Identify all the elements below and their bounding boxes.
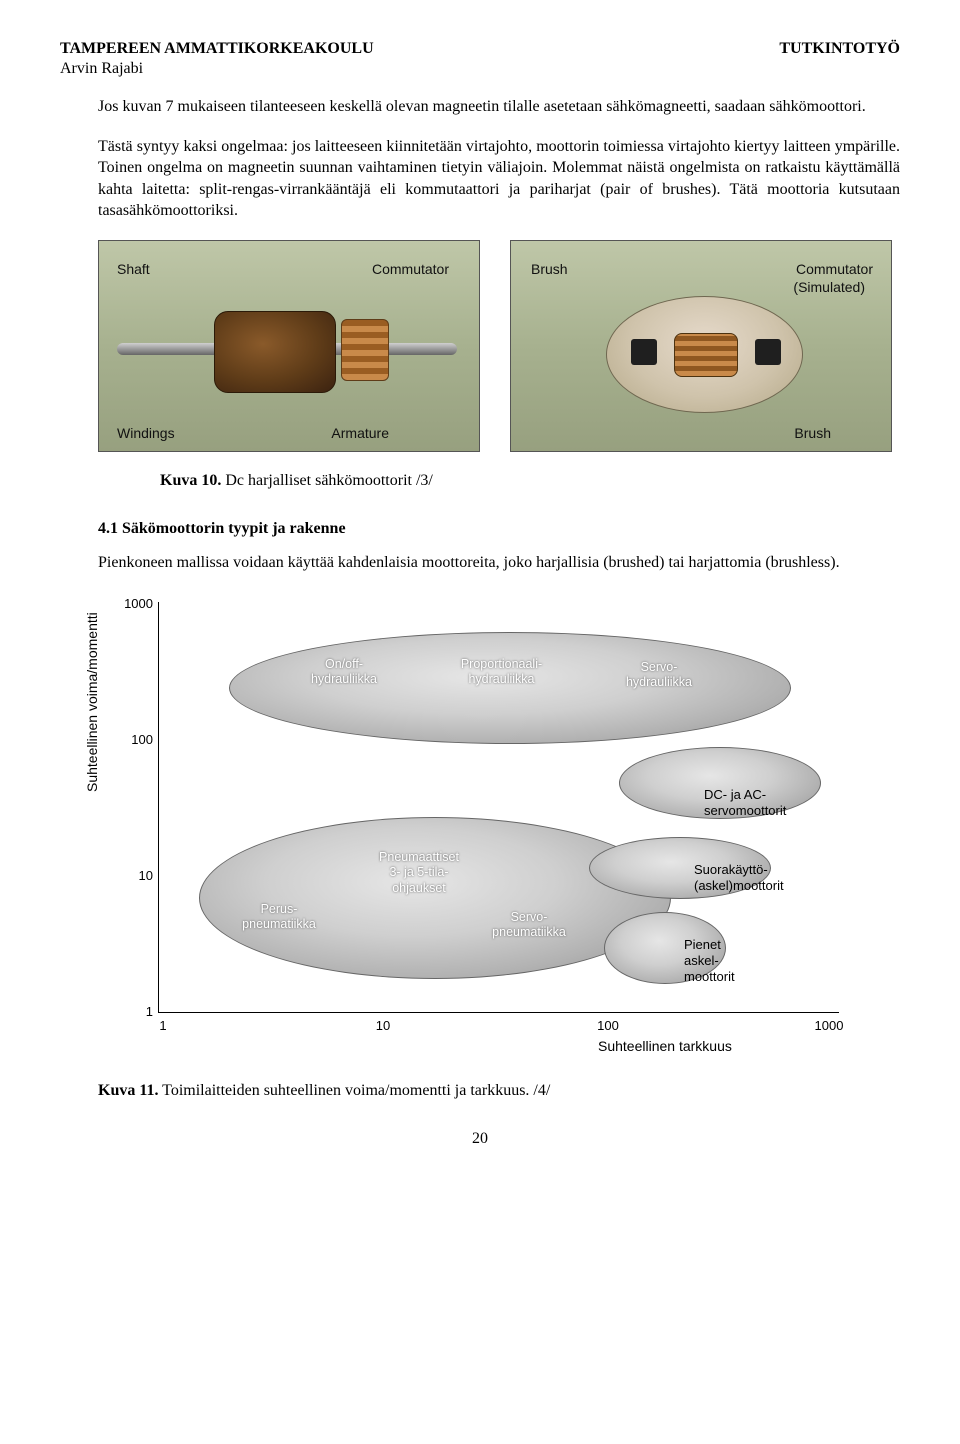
figure10-caption-bold: Kuva 10.: [160, 472, 221, 489]
figure-10: Shaft Commutator Windings Armature Brush…: [98, 240, 900, 452]
figure11-caption-bold: Kuva 11.: [98, 1082, 158, 1099]
figure11-caption: Kuva 11. Toimilaitteiden suhteellinen vo…: [98, 1082, 900, 1100]
xtick-100: 100: [583, 1018, 633, 1033]
paragraph-1: Jos kuvan 7 mukaiseen tilanteeseen keske…: [98, 96, 900, 118]
chart-xlabel: Suhteellinen tarkkuus: [598, 1038, 732, 1054]
figure10-right-panel: Brush Commutator (Simulated) Brush: [510, 240, 892, 452]
label-suorakaytto: Suorakäyttö-(askel)moottorit: [694, 862, 784, 895]
figure10-left-panel: Shaft Commutator Windings Armature: [98, 240, 480, 452]
header-right: TUTKINTOTYÖ: [779, 40, 900, 58]
label-servo-hydr: Servo-hydrauliikka: [609, 660, 709, 691]
label-prop-hydr: Proportionaali-hydrauliikka: [439, 657, 564, 688]
label-dc-ac-servo: DC- ja AC-servomoottorit: [704, 787, 786, 820]
chart-ylabel: Suhteellinen voima/momentti: [84, 612, 100, 792]
figure10-caption-rest: Dc harjalliset sähkömoottorit /3/: [221, 472, 433, 489]
label-pneu-3-5: Pneumaattiset3- ja 5-tila-ohjaukset: [359, 850, 479, 897]
paragraph-2: Tästä syntyy kaksi ongelmaa: jos laittee…: [98, 136, 900, 222]
figure-11-chart: Suhteellinen voima/momentti 1000 100 10 …: [98, 592, 868, 1062]
ytick-1: 1: [118, 1004, 153, 1019]
region-pneumatics-outer: [199, 817, 671, 979]
ytick-10: 10: [118, 868, 153, 883]
figure10-caption: Kuva 10. Dc harjalliset sähkömoottorit /…: [160, 472, 900, 490]
label-pienet-askel: Pienetaskel-moottorit: [684, 937, 735, 986]
author: Arvin Rajabi: [60, 60, 900, 78]
section-4-1-body: Pienkoneen mallissa voidaan käyttää kahd…: [98, 552, 900, 574]
xtick-1: 1: [138, 1018, 188, 1033]
xtick-10: 10: [358, 1018, 408, 1033]
section-4-1-title: 4.1 Säkömoottorin tyypit ja rakenne: [98, 520, 900, 538]
label-commutator: Commutator: [372, 261, 449, 277]
label-windings: Windings: [117, 425, 175, 441]
label-servo-pneu: Servo-pneumatiikka: [474, 910, 584, 941]
header-left: TAMPEREEN AMMATTIKORKEAKOULU: [60, 40, 374, 58]
label-brush-top: Brush: [531, 261, 568, 277]
label-commutator-sim2: (Simulated): [793, 279, 865, 295]
ytick-1000: 1000: [118, 596, 153, 611]
xtick-1000: 1000: [804, 1018, 854, 1033]
label-perus-pneu: Perus-pneumatiikka: [229, 902, 329, 933]
ytick-100: 100: [118, 732, 153, 747]
label-shaft: Shaft: [117, 261, 150, 277]
figure11-caption-rest: Toimilaitteiden suhteellinen voima/momen…: [158, 1082, 550, 1099]
label-armature: Armature: [331, 425, 389, 441]
label-commutator-sim: Commutator: [796, 261, 873, 277]
label-brush-bottom: Brush: [794, 425, 831, 441]
page-number: 20: [60, 1130, 900, 1148]
label-onoff-hydr: On/off-hydrauliikka: [289, 657, 399, 688]
